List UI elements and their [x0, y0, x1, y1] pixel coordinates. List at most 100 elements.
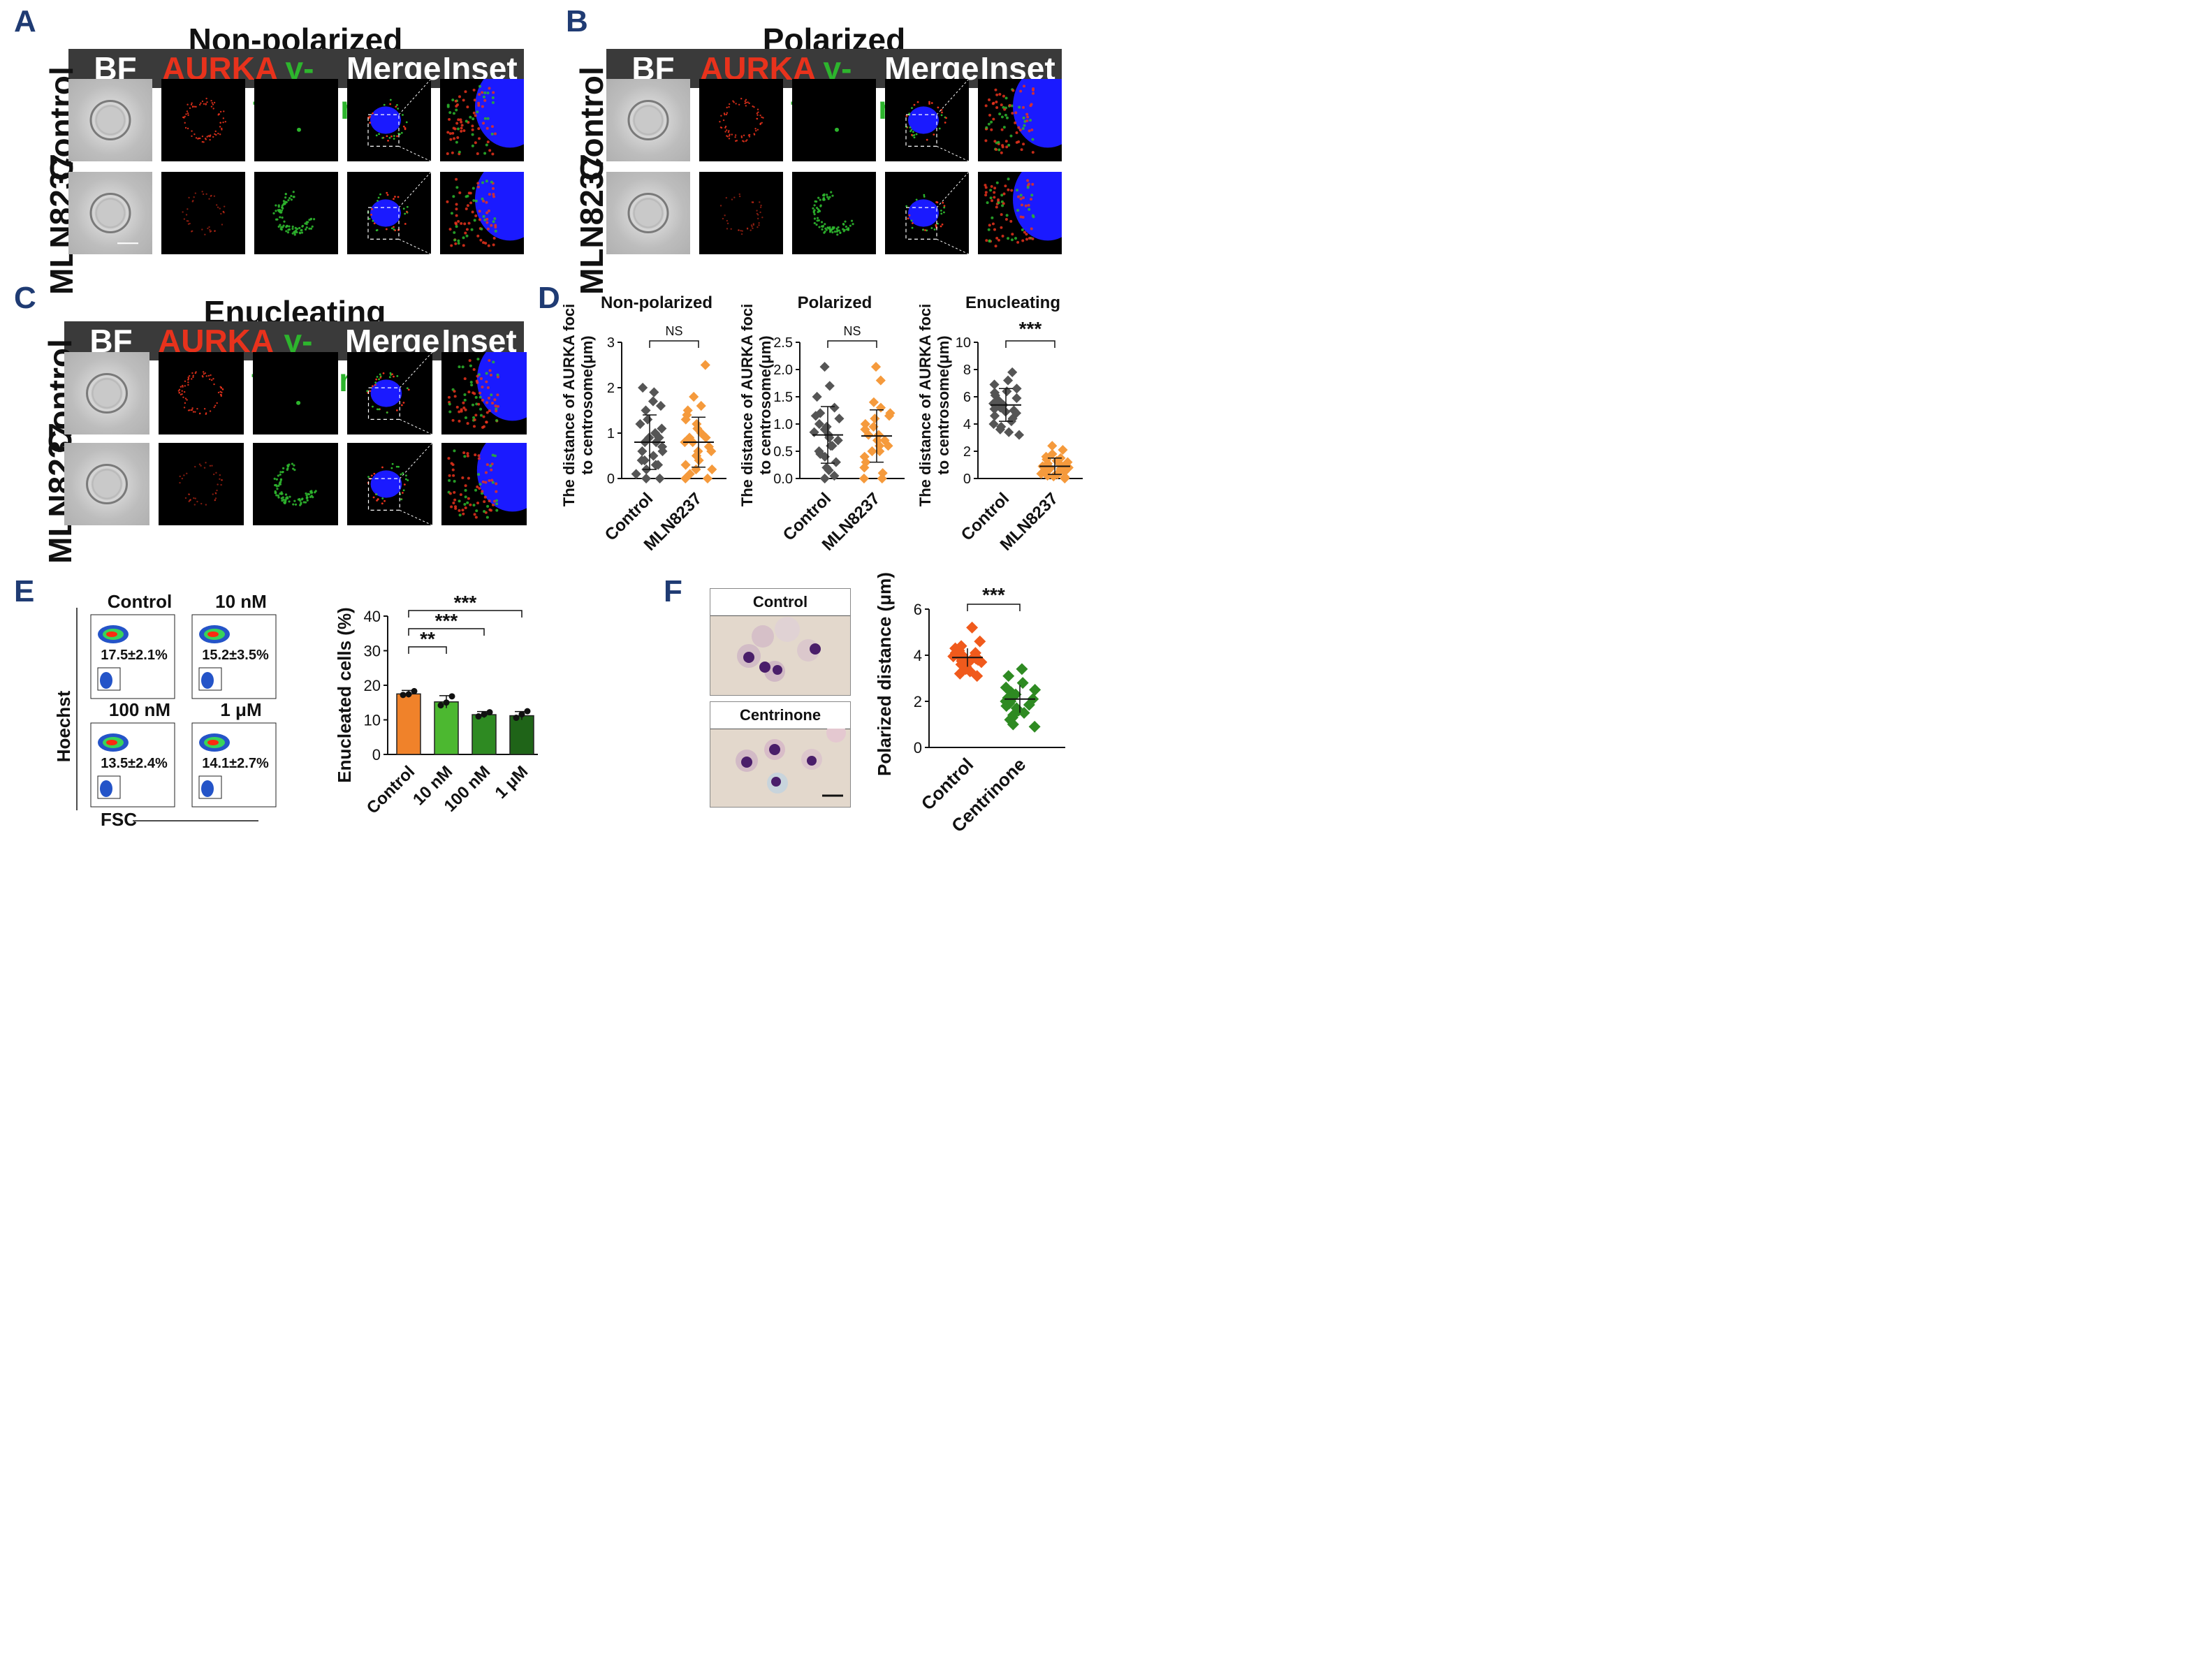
micrograph-tubulin-control [792, 79, 876, 161]
data-point [655, 400, 666, 411]
significance-label: *** [454, 592, 477, 613]
data-point [824, 381, 835, 391]
data-point [1002, 670, 1015, 682]
flow-plot: 100 nM 13.5±2.4% [90, 699, 175, 808]
panel-label-d: D [538, 281, 560, 315]
ylabel-line2: to centrosome(μm) [578, 335, 596, 474]
y-tick-label: 4 [963, 417, 971, 432]
data-point [819, 362, 830, 372]
micrograph-bf-mln8237 [68, 172, 152, 254]
micrograph-merge-control [885, 79, 969, 161]
flow-condition-label: 1 μM [220, 699, 261, 720]
panel-label-a: A [14, 4, 36, 38]
y-tick-label: 30 [364, 643, 381, 660]
micrograph-merge-mln8237 [885, 172, 969, 254]
smear-centrinone-cells [736, 729, 846, 797]
data-point [875, 402, 886, 413]
scatter-polarized: The distance of AURKA foci to centrosome(… [738, 293, 905, 555]
chartF-ylabel: Polarized distance (μm) [874, 572, 895, 776]
y-tick-label: 2 [963, 444, 971, 460]
data-point [631, 469, 641, 479]
data-point [641, 405, 651, 416]
data-point [680, 460, 691, 470]
data-point [692, 418, 702, 430]
data-point [1028, 720, 1041, 733]
data-point [689, 391, 699, 402]
data-point [1004, 427, 1014, 437]
significance-label: NS [843, 324, 861, 338]
data-point [707, 464, 717, 475]
micrograph-bf-control [64, 352, 149, 434]
data-point [481, 711, 488, 718]
data-point [437, 702, 444, 709]
data-point [1014, 430, 1025, 440]
micrograph-merge-mln8237 [347, 443, 432, 525]
data-point [513, 715, 520, 722]
micrograph-aurka-mln8237 [699, 172, 783, 254]
flow-xlabel: FSC [101, 809, 137, 830]
data-point [643, 414, 653, 425]
flow-condition-label: 10 nM [215, 591, 267, 612]
scatter-non-polarized: The distance of AURKA foci to centrosome(… [560, 293, 726, 555]
significance-label: *** [982, 584, 1005, 606]
data-point [870, 362, 882, 372]
significance-label: NS [665, 324, 682, 338]
data-point [1011, 393, 1022, 404]
data-point [518, 711, 525, 718]
micrograph-aurka-control [161, 79, 245, 161]
data-point [702, 473, 713, 484]
micrograph-aurka-mln8237 [159, 443, 244, 525]
micrograph-merge-control [347, 79, 431, 161]
flow-plot: Control 17.5±2.1% [90, 591, 175, 699]
y-tick-label: 6 [914, 601, 922, 618]
data-point [400, 692, 407, 699]
y-tick-label: 1 [607, 426, 615, 441]
data-point [1000, 700, 1013, 713]
ylabel-line2: to centrosome(μm) [935, 335, 952, 474]
data-point [875, 375, 886, 386]
data-point [1002, 692, 1014, 704]
micrograph-tubulin-mln8237 [254, 172, 338, 254]
data-point [877, 473, 887, 484]
data-point [884, 411, 895, 421]
micrograph-bf-mln8237 [64, 443, 149, 525]
micrograph-tubulin-mln8237 [253, 443, 338, 525]
data-point [1029, 684, 1042, 696]
data-point [405, 691, 412, 698]
data-point [1002, 375, 1014, 386]
data-point [637, 446, 648, 457]
ylabel-line1: The distance of AURKA foci [738, 304, 756, 507]
micrograph-merge-mln8237 [347, 172, 431, 254]
y-tick-label: 0 [372, 746, 381, 764]
chart-title: Enucleating [965, 293, 1060, 312]
smear-control-label: Control [710, 589, 850, 616]
micrograph-tubulin-control [253, 352, 338, 434]
significance-label: *** [1019, 318, 1042, 339]
data-point [867, 446, 877, 457]
ylabel-line1: The distance of AURKA foci [560, 304, 578, 507]
data-point [700, 360, 710, 370]
data-point [703, 441, 714, 452]
flow-condition-label: 100 nM [109, 699, 170, 720]
data-point [648, 451, 659, 461]
y-tick-label: 4 [914, 647, 922, 664]
data-point [641, 473, 652, 484]
data-point [860, 418, 870, 430]
scatter-enucleating: The distance of AURKA foci to centrosome(… [916, 293, 1083, 555]
y-tick-label: 2.0 [773, 363, 793, 378]
micrograph-bf-control [606, 79, 690, 161]
micrograph-bf-control [68, 79, 152, 161]
y-tick-label: 6 [963, 390, 971, 405]
y-tick-label: 10 [956, 335, 971, 351]
data-point [657, 441, 668, 452]
micrograph-bf-mln8237 [606, 172, 690, 254]
data-point [411, 687, 418, 694]
micrograph-inset-mln8237 [978, 172, 1062, 254]
micrograph-inset-control [440, 79, 524, 161]
data-point [824, 465, 834, 476]
data-point [648, 396, 659, 407]
data-point [1060, 467, 1070, 477]
bar [509, 715, 534, 755]
data-point [812, 391, 822, 402]
bar [396, 693, 421, 755]
